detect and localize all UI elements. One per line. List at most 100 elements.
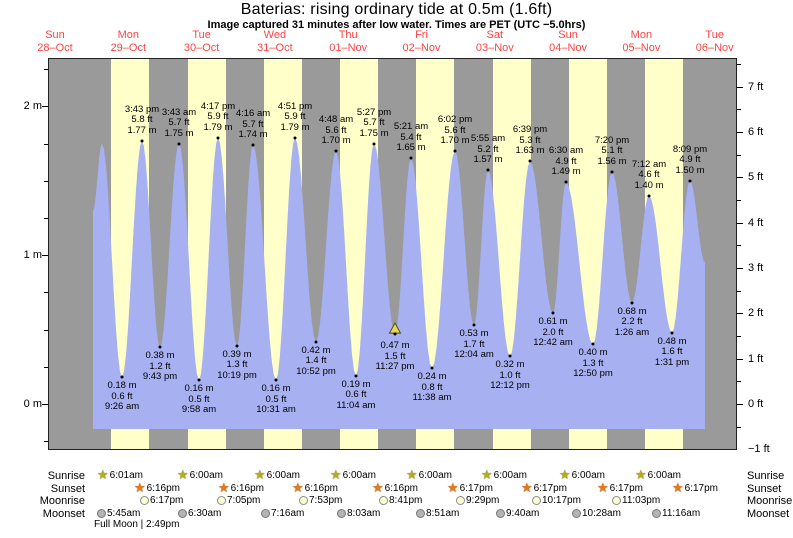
moonrise-entry: 9:29pm: [456, 494, 499, 507]
low-tide-annotation: 0.19 m 0.6 ft 11:04 am: [336, 378, 376, 411]
moonrise-entry: 10:17pm: [532, 494, 581, 507]
tide-extreme-dot: [120, 375, 124, 379]
tide-extreme-dot: [688, 179, 692, 183]
high-tide-annotation: 4:16 am 5.7 ft 1.74 m: [235, 108, 271, 141]
high-tide-annotation: 3:43 pm 5.8 ft 1.77 m: [124, 103, 160, 136]
moonrise-icon: [532, 496, 541, 505]
axis-tick-left: [44, 441, 48, 443]
sunset-icon: ★: [597, 479, 609, 495]
sunset-icon: ★: [672, 479, 684, 495]
axis-tick-left: [44, 218, 48, 219]
high-tide-annotation: 4:48 am 5.6 ft 1.70 m: [318, 114, 354, 147]
tide-extreme-dot: [274, 378, 278, 382]
sunrise-icon: ★: [254, 467, 266, 482]
date-label: Mon 29–Oct: [110, 29, 147, 54]
tide-extreme-dot: [216, 136, 220, 140]
axis-tick-right: [737, 381, 741, 383]
tide-curve-path: [93, 137, 705, 429]
moonset-entry: 8:51am: [416, 507, 459, 520]
tide-extreme-dot: [197, 378, 201, 382]
sunrise-icon: ★: [177, 467, 189, 482]
sunrise-entry: ★ 6:00am: [177, 467, 224, 482]
moonrise-icon: [379, 496, 388, 505]
tide-extreme-dot: [528, 159, 532, 163]
astro-row-label-left: Sunset: [50, 482, 85, 495]
axis-tick-right: [737, 335, 741, 337]
sunset-entry: ★ 6:17pm: [447, 479, 494, 495]
y-axis-label-right: 6 ft: [748, 125, 764, 138]
date-label: Tue 06–Nov: [695, 29, 734, 54]
high-tide-annotation: 7:12 am 4.6 ft 1.40 m: [631, 158, 667, 191]
moonrise-entry: 11:03pm: [612, 494, 660, 507]
astro-row-label-right: Sunrise: [747, 470, 785, 482]
axis-tick-right: [737, 245, 741, 247]
moonset-entry: 11:16am: [652, 507, 700, 520]
sunset-entry: ★ 6:16pm: [218, 479, 265, 495]
sunrise-entry: ★ 6:00am: [254, 467, 301, 482]
tide-extreme-dot: [251, 143, 255, 147]
y-axis-label-right: 0 ft: [748, 398, 764, 410]
axis-tick-left: [42, 255, 48, 257]
axis-tick-left: [44, 143, 48, 145]
moonset-entry: 6:30am: [178, 507, 221, 520]
high-tide-annotation: 6:39 pm 5.3 ft 1.63 m: [512, 124, 548, 157]
sunrise-icon: ★: [559, 467, 571, 482]
tide-extreme-dot: [430, 366, 434, 370]
low-tide-annotation: 0.53 m 1.7 ft 12:04 am: [454, 328, 494, 361]
astro-row-label-right: Sunset: [747, 482, 782, 495]
low-tide-annotation: 0.68 m 2.2 ft 1:26 am: [614, 305, 650, 338]
axis-tick-right: [737, 199, 741, 201]
tide-extreme-dot: [551, 311, 555, 315]
sunrise-entry: ★ 6:01am: [97, 467, 144, 482]
low-tide-annotation: 0.38 m 1.2 ft 9:43 pm: [142, 350, 178, 383]
date-label: Mon 05–Nov: [622, 29, 661, 54]
sunset-icon: ★: [218, 479, 230, 495]
tide-extreme-dot: [610, 170, 614, 174]
axis-tick-left: [42, 106, 48, 108]
moonset-icon: [652, 508, 661, 518]
low-tide-annotation: 0.24 m 0.8 ft 11:38 am: [412, 371, 452, 404]
low-tide-annotation: 0.47 m 1.5 ft 11:27 pm: [375, 340, 415, 373]
y-axis-label-right: 7 ft: [748, 80, 764, 93]
low-tide-annotation: 0.18 m 0.6 ft 9:26 am: [104, 380, 140, 413]
low-tide-annotation: 0.61 m 2.0 ft 12:42 am: [533, 316, 573, 349]
moonrise-entry: 6:17pm: [140, 494, 183, 507]
y-axis-label-right: 1 ft: [748, 352, 764, 365]
date-label: Sun 04–Nov: [549, 29, 588, 54]
axis-tick-right: [737, 290, 741, 292]
axis-tick-left: [44, 329, 48, 331]
tide-extreme-dot: [177, 142, 181, 146]
axis-tick-right: [737, 177, 743, 179]
sunset-entry: ★ 6:16pm: [134, 479, 181, 495]
date-label: Sun 28–Oct: [37, 29, 73, 54]
plot-area: [48, 58, 737, 450]
moonset-icon: [572, 508, 581, 518]
sunset-entry: ★ 6:16pm: [372, 479, 419, 495]
axis-tick-left: [44, 292, 48, 294]
moonset-entry: 9:40am: [496, 507, 539, 520]
moonset-entry: 10:28am: [572, 507, 621, 520]
y-axis-label-right: −1 ft: [748, 443, 770, 456]
y-axis-label-right: 2 ft: [748, 307, 764, 320]
high-tide-annotation: 4:17 pm 5.9 ft 1.79 m: [200, 100, 236, 133]
tide-extreme-dot: [591, 342, 595, 346]
sunset-icon: ★: [134, 479, 146, 495]
tide-extreme-dot: [453, 149, 457, 153]
astro-row-label-left: Moonset: [42, 507, 85, 520]
axis-tick-right: [737, 131, 743, 133]
sunrise-icon: ★: [406, 467, 418, 482]
high-tide-annotation: 5:27 pm 5.7 ft 1.75 m: [356, 106, 392, 139]
sunrise-icon: ★: [481, 467, 493, 482]
tide-extreme-dot: [486, 168, 490, 172]
low-tide-annotation: 0.32 m 1.0 ft 12:12 pm: [490, 359, 530, 392]
moonset-icon: [97, 508, 106, 518]
axis-tick-left: [42, 404, 48, 405]
date-label: Wed 31–Oct: [257, 29, 293, 54]
y-axis-label-left: 1 m: [23, 249, 42, 262]
y-axis-label-left: 2 m: [23, 100, 42, 113]
moonrise-entry: 8:41pm: [379, 494, 422, 507]
sunset-icon: ★: [292, 479, 304, 495]
moonset-icon: [261, 508, 270, 518]
low-tide-annotation: 0.42 m 1.4 ft 10:52 pm: [296, 344, 336, 377]
